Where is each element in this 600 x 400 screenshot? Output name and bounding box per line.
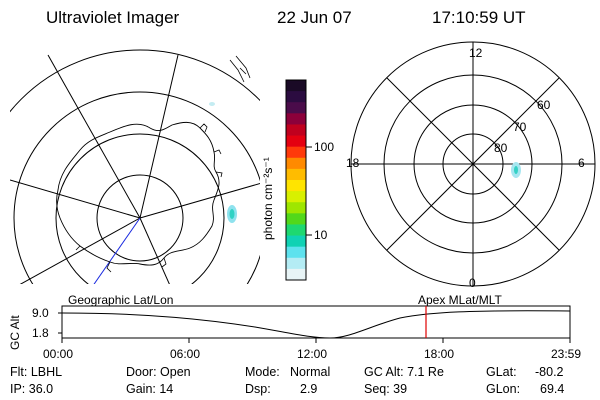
coastline-islands (229, 55, 251, 83)
coastline (56, 121, 220, 266)
mlt-meridian (386, 77, 560, 251)
colorbar (286, 80, 306, 281)
coastline-detail (75, 123, 223, 273)
altitude-plot (58, 305, 571, 343)
filter-info: Flt: LBHL (10, 365, 63, 379)
altitude-xtick-1: 06:00 (170, 347, 201, 361)
mode-label: Mode: (245, 365, 280, 379)
aurora-faint (209, 102, 215, 106)
geo-lat-circle (13, 91, 260, 284)
geo-meridian-highlight (93, 217, 141, 284)
colorbar-band (286, 202, 306, 214)
aurora-core (229, 209, 235, 219)
glat-label: GLat: (486, 365, 517, 379)
geo-lat-circle (10, 49, 260, 113)
aurora-core-mag (514, 166, 518, 174)
altitude-xtick-3: 18:00 (424, 347, 455, 361)
colorbar-band (286, 113, 306, 125)
colorbar-band (286, 257, 306, 270)
geo-meridian (47, 54, 141, 219)
colorbar-tick-100: 100 (314, 140, 335, 154)
altitude-xtick-2: 12:00 (297, 347, 328, 361)
right-panel-caption: Apex MLat/MLT (418, 293, 502, 307)
altitude-ytick-bottom: 1.8 (32, 326, 49, 340)
dsp-label: Dsp: (245, 382, 271, 396)
glon-value: 69.4 (540, 382, 565, 396)
colorbar-tick-10: 10 (314, 228, 328, 242)
colorbar-band (286, 180, 306, 192)
mlt-label-bottom: 0 (469, 276, 476, 290)
mlat-label-80: 80 (494, 141, 508, 155)
glon-label: GLon: (486, 382, 521, 396)
time-label: 17:10:59 UT (432, 8, 526, 27)
altitude-xtick-4: 23:59 (551, 347, 582, 361)
mlt-label-top: 12 (469, 46, 483, 60)
door-info: Door: Open (126, 365, 191, 379)
seq-info: Seq: 39 (364, 382, 408, 396)
geo-meridian (139, 217, 170, 284)
colorbar-band (286, 102, 306, 114)
colorbar-band (286, 213, 306, 225)
date-label: 22 Jun 07 (277, 8, 352, 27)
geographic-map (10, 49, 260, 284)
altitude-curve (61, 310, 571, 339)
altitude-ytick-top: 9.0 (32, 306, 49, 320)
colorbar-band (286, 268, 306, 281)
colorbar-frame (285, 79, 307, 281)
colorbar-band (286, 246, 306, 259)
colorbar-band (286, 191, 306, 203)
colorbar-band (286, 124, 306, 137)
colorbar-band (286, 91, 306, 103)
left-panel-caption: Geographic Lat/Lon (68, 293, 174, 307)
colorbar-band (286, 146, 306, 159)
mlat-label-60: 60 (537, 98, 551, 112)
gain-info: Gain: 14 (126, 382, 174, 396)
geo-lat-circle (55, 133, 225, 284)
colorbar-band (286, 135, 306, 148)
colorbar-band (286, 235, 306, 248)
glat-value: -80.2 (535, 365, 564, 379)
colorbar-unit-label: photon cm⁻²s⁻¹ (261, 157, 275, 240)
colorbar-band (286, 224, 306, 237)
mlt-label-left: 18 (346, 156, 360, 170)
altitude-ylabel: GC Alt (8, 315, 22, 350)
magnetic-polar-grid (350, 41, 596, 287)
geo-meridian (19, 217, 141, 284)
dsp-value: 2.9 (300, 382, 318, 396)
geo-meridian (139, 54, 179, 219)
geo-meridian (139, 182, 260, 219)
mlat-label-70: 70 (513, 120, 527, 134)
gc-alt-info: GC Alt: 7.1 Re (364, 365, 444, 379)
ip-info: IP: 36.0 (10, 382, 54, 396)
mode-value: Normal (290, 365, 331, 379)
mlt-label-right: 6 (578, 156, 585, 170)
geo-meridian (10, 179, 141, 219)
colorbar-band (286, 80, 306, 92)
geo-lat-circle (96, 174, 184, 262)
colorbar-band (286, 157, 306, 170)
instrument-title: Ultraviolet Imager (46, 8, 180, 27)
colorbar-band (286, 168, 306, 181)
altitude-xtick-0: 00:00 (43, 347, 74, 361)
